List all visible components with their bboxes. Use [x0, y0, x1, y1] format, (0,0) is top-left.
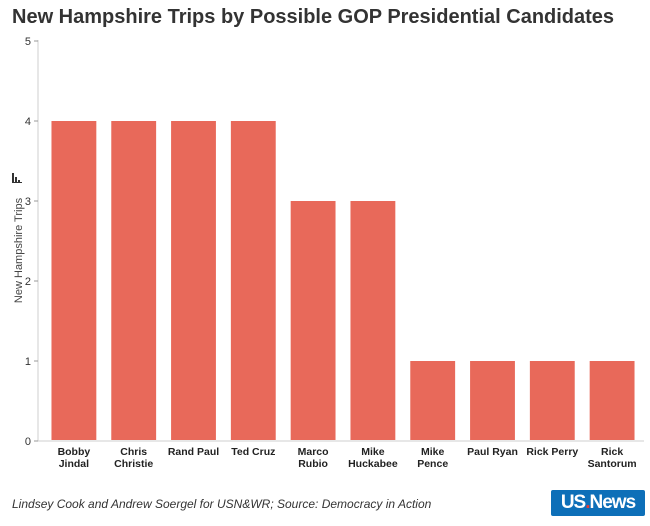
bar: [529, 361, 575, 440]
y-tick-label: 2: [25, 276, 31, 288]
y-axis-label: New Hampshire Trips: [13, 197, 25, 303]
x-tick-label: Paul Ryan: [467, 446, 518, 458]
x-tick-label: Rick Perry: [526, 446, 578, 458]
y-tick-label: 4: [25, 116, 31, 128]
x-tick-label: Ted Cruz: [231, 446, 275, 458]
bar: [350, 201, 396, 440]
x-tick-label: Mike Pence: [417, 446, 448, 470]
sort-icon[interactable]: [12, 173, 22, 183]
x-tick-label: Bobby Jindal: [58, 446, 91, 470]
bar: [171, 121, 216, 440]
usnews-logo: US.News: [551, 490, 645, 516]
bar: [230, 121, 276, 440]
x-tick-label: Rick Santorum: [588, 446, 637, 470]
x-tick-label: Rand Paul: [168, 446, 219, 458]
bar: [410, 361, 456, 440]
bar: [470, 361, 515, 440]
y-tick-label: 5: [25, 36, 31, 48]
bar: [111, 121, 157, 440]
x-tick-label: Chris Christie: [114, 446, 153, 470]
y-tick-label: 0: [25, 436, 31, 448]
y-tick-label: 3: [25, 196, 31, 208]
bar: [290, 201, 336, 440]
y-tick-label: 1: [25, 356, 31, 368]
bar: [589, 361, 635, 440]
bar: [51, 121, 97, 440]
x-tick-label: Marco Rubio: [298, 446, 329, 470]
chart-title: New Hampshire Trips by Possible GOP Pres…: [12, 6, 615, 28]
source-note: Lindsey Cook and Andrew Soergel for USN&…: [12, 497, 432, 511]
x-tick-label: Mike Huckabee: [348, 446, 398, 470]
